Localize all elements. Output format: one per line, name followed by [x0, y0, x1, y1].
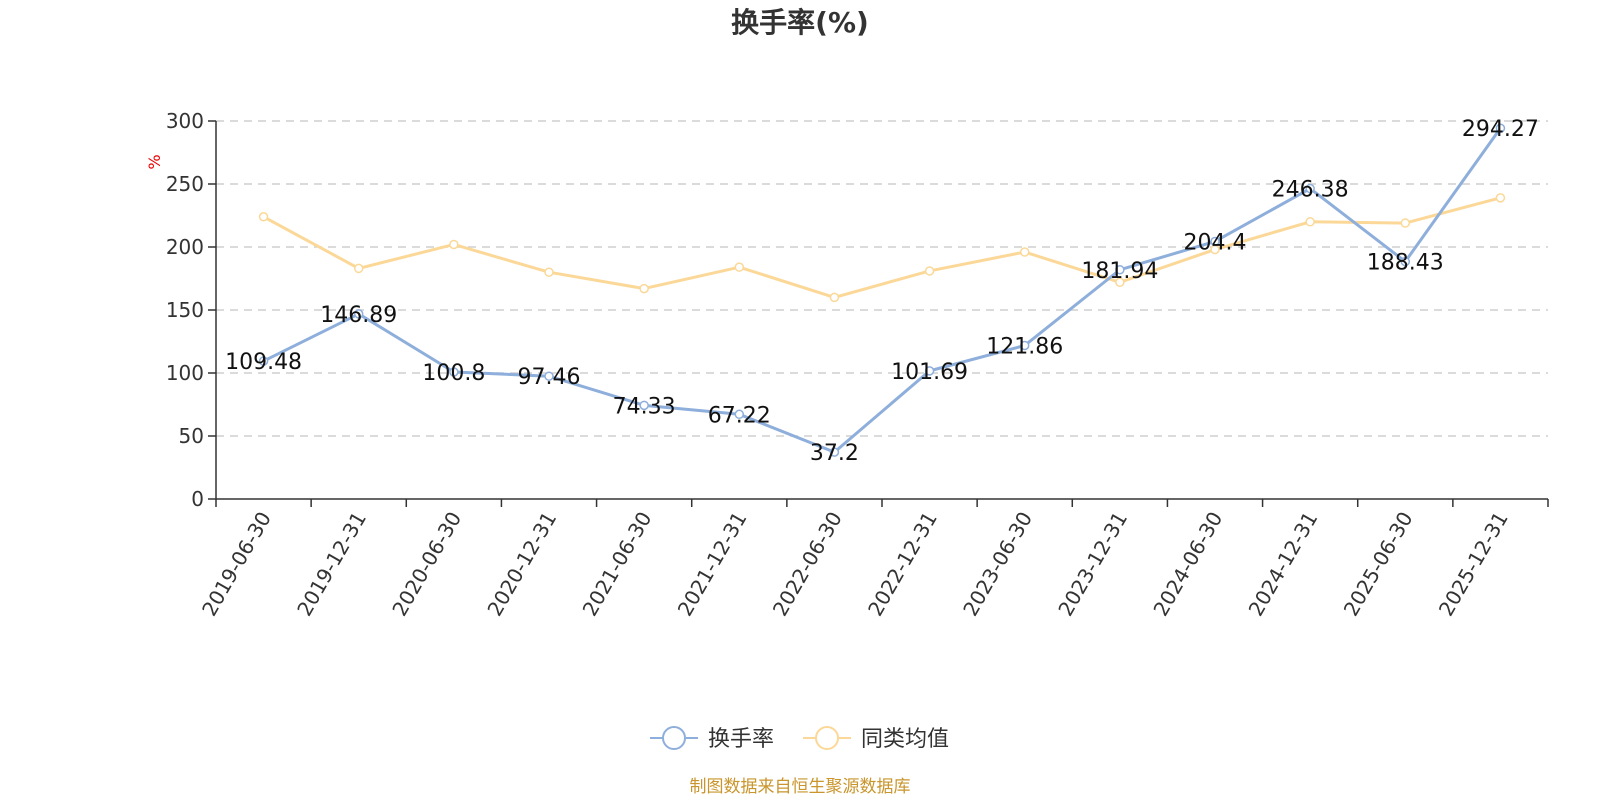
data-point — [1115, 265, 1125, 275]
legend-marker — [815, 726, 839, 750]
y-tick-label: 200 — [166, 235, 204, 259]
data-label: 67.22 — [708, 403, 771, 428]
data-point — [734, 262, 745, 272]
legend: 换手率 同类均值 — [650, 726, 949, 752]
y-tick-label: 100 — [166, 361, 204, 385]
legend-marker — [662, 726, 686, 750]
data-labels: 109.48 146.89 100.8 97.46 74.33 67.22 37.2 101.… — [225, 117, 1539, 466]
x-tick-label: 2019-06-30 — [197, 508, 276, 621]
legend-item[interactable]: 换手率 — [650, 726, 774, 752]
x-tick-label: 2021-06-30 — [578, 508, 657, 621]
x-tick-label: 2022-12-31 — [863, 508, 942, 621]
data-label: 100.8 — [422, 361, 485, 386]
data-point — [1115, 277, 1125, 288]
data-point — [544, 267, 554, 277]
data-point — [734, 409, 745, 420]
x-tick-label: 2019-12-31 — [292, 508, 371, 621]
data-point — [1305, 217, 1315, 227]
data-point — [258, 212, 269, 222]
data-point — [449, 239, 459, 250]
data-label: 97.46 — [518, 365, 581, 390]
x-tick-label: 2024-06-30 — [1148, 508, 1227, 621]
data-point — [258, 356, 269, 366]
data-label: 188.43 — [1367, 251, 1444, 276]
data-point — [353, 263, 364, 274]
x-tick-label: 2022-06-30 — [768, 508, 847, 621]
data-point — [829, 447, 840, 457]
y-axis-unit: % — [145, 154, 164, 169]
data-point — [924, 366, 935, 376]
data-point — [1495, 123, 1506, 133]
data-label: 294.27 — [1462, 117, 1539, 142]
data-label: 101.69 — [891, 360, 968, 385]
data-label: 204.4 — [1184, 230, 1247, 255]
data-point — [1400, 218, 1411, 228]
data-point — [353, 309, 364, 319]
data-point — [924, 266, 935, 276]
x-tick-label: 2025-12-31 — [1434, 508, 1513, 621]
data-point — [1019, 340, 1030, 351]
grid-lines — [216, 120, 1548, 437]
data-label: 109.48 — [225, 350, 302, 375]
y-tick-label: 50 — [179, 424, 204, 448]
data-point — [829, 292, 840, 303]
data-point — [639, 283, 649, 294]
data-point — [544, 371, 554, 381]
x-tick-label: 2023-06-30 — [958, 508, 1037, 621]
data-point — [449, 367, 459, 377]
data-label: 146.89 — [320, 303, 397, 328]
x-tick-label: 2020-06-30 — [387, 508, 466, 621]
data-label: 121.86 — [986, 334, 1063, 359]
data-label: 74.33 — [613, 394, 676, 419]
y-tick-label: 300 — [166, 109, 204, 133]
data-point — [1210, 236, 1220, 247]
x-tick-label: 2024-12-31 — [1244, 508, 1323, 621]
data-label: 37.2 — [810, 441, 859, 466]
data-point — [1495, 193, 1506, 203]
x-tick-label: 2025-06-30 — [1339, 508, 1418, 621]
data-point — [639, 400, 649, 411]
x-tick-label: 2021-12-31 — [673, 508, 752, 621]
y-tick-label: 250 — [166, 172, 204, 196]
series-lines — [258, 123, 1506, 457]
legend-item[interactable]: 同类均值 — [803, 726, 949, 752]
y-tick-label: 0 — [191, 487, 204, 511]
legend-label: 同类均值 — [861, 727, 949, 752]
x-tick-label: 2023-12-31 — [1053, 508, 1132, 621]
data-point — [1305, 183, 1315, 194]
x-tick-label: 2020-12-31 — [482, 508, 561, 621]
data-point — [1019, 247, 1030, 257]
legend-label: 换手率 — [708, 727, 774, 752]
data-label: 246.38 — [1272, 178, 1349, 203]
y-tick-label: 150 — [166, 298, 204, 322]
series-line-0 — [262, 127, 1502, 454]
series-line-1 — [262, 196, 1501, 299]
chart-title: 换手率(%) — [731, 6, 869, 39]
data-point — [1400, 256, 1411, 267]
source-note: 制图数据来自恒生聚源数据库 — [690, 777, 911, 797]
data-label: 181.94 — [1081, 259, 1158, 284]
